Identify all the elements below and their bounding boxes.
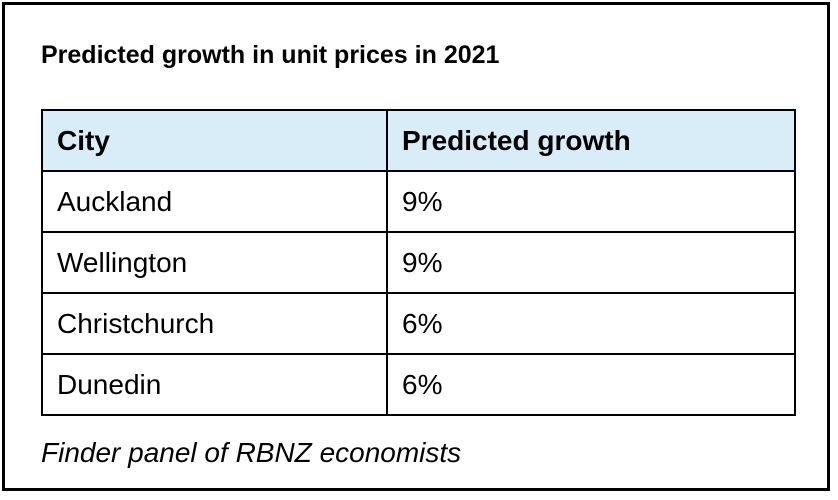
figure-title: Predicted growth in unit prices in 2021 [41, 41, 500, 69]
column-header-city: City [41, 109, 388, 172]
table-row: Christchurch 6% [41, 292, 796, 355]
city-cell: Wellington [41, 231, 388, 294]
city-cell: Christchurch [41, 292, 388, 355]
growth-cell: 6% [386, 353, 796, 416]
growth-cell: 6% [386, 292, 796, 355]
table-row: Auckland 9% [41, 170, 796, 233]
table-row: Dunedin 6% [41, 353, 796, 416]
growth-cell: 9% [386, 170, 796, 233]
city-cell: Auckland [41, 170, 388, 233]
table-row: Wellington 9% [41, 231, 796, 294]
growth-cell: 9% [386, 231, 796, 294]
source-note: Finder panel of RBNZ economists [41, 437, 462, 468]
figure-frame: Predicted growth in unit prices in 2021 … [2, 2, 830, 491]
growth-table: City Predicted growth Auckland 9% Wellin… [41, 109, 796, 416]
column-header-predicted-growth: Predicted growth [386, 109, 796, 172]
table-header-row: City Predicted growth [41, 109, 796, 172]
city-cell: Dunedin [41, 353, 388, 416]
